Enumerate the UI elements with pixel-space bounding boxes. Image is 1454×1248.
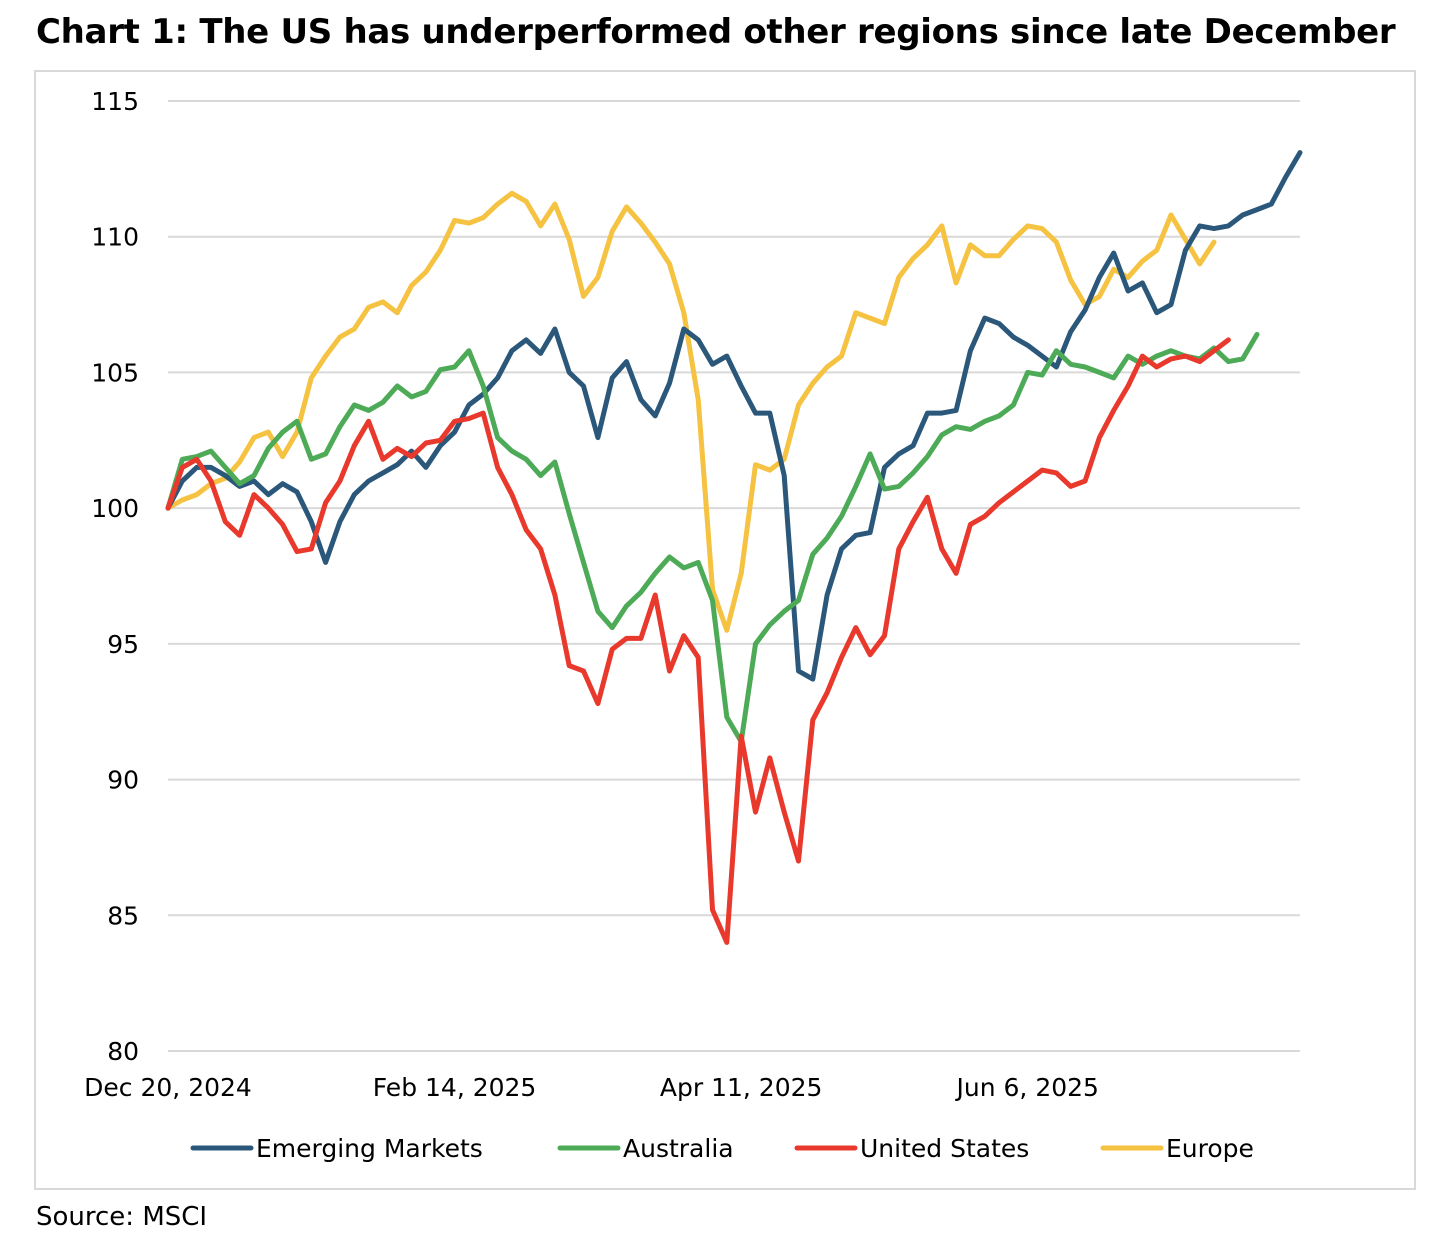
series-line-united-states <box>165 337 1231 945</box>
legend-label-australia: Australia <box>623 1134 734 1163</box>
series-line-europe <box>165 190 1217 633</box>
series-line-australia <box>165 331 1260 745</box>
chart-frame <box>34 70 1416 1190</box>
y-tick-label: 80 <box>107 1037 139 1066</box>
series-lines <box>165 150 1303 945</box>
x-tick-label: Feb 14, 2025 <box>373 1073 537 1102</box>
y-tick-label: 115 <box>91 87 139 116</box>
y-tick-label: 90 <box>107 766 139 795</box>
legend-label-europe: Europe <box>1166 1134 1254 1163</box>
y-tick-label: 95 <box>107 630 139 659</box>
x-tick-label: Apr 11, 2025 <box>660 1073 823 1102</box>
y-tick-label: 105 <box>91 358 139 387</box>
y-axis-labels: 115 110 105 100 95 90 85 80 <box>91 87 139 1066</box>
legend-label-emerging-markets: Emerging Markets <box>256 1134 483 1163</box>
source-note: Source: MSCI <box>36 1202 208 1232</box>
grid-lines <box>168 100 1300 1052</box>
legend-label-united-states: United States <box>860 1134 1029 1163</box>
series-line-emerging-markets <box>165 150 1303 682</box>
x-axis-labels: Dec 20, 2024 Feb 14, 2025 Apr 11, 2025 Jun … <box>84 1073 1099 1102</box>
y-tick-label: 100 <box>91 494 139 523</box>
y-tick-label: 110 <box>91 223 139 252</box>
x-tick-label: Dec 20, 2024 <box>84 1073 252 1102</box>
legend: Emerging Markets Australia United States Eu… <box>190 1134 1254 1163</box>
x-tick-label: Jun 6, 2025 <box>955 1073 1099 1102</box>
chart-title: Chart 1: The US has underperformed other… <box>36 12 1396 52</box>
y-tick-label: 85 <box>107 901 139 930</box>
